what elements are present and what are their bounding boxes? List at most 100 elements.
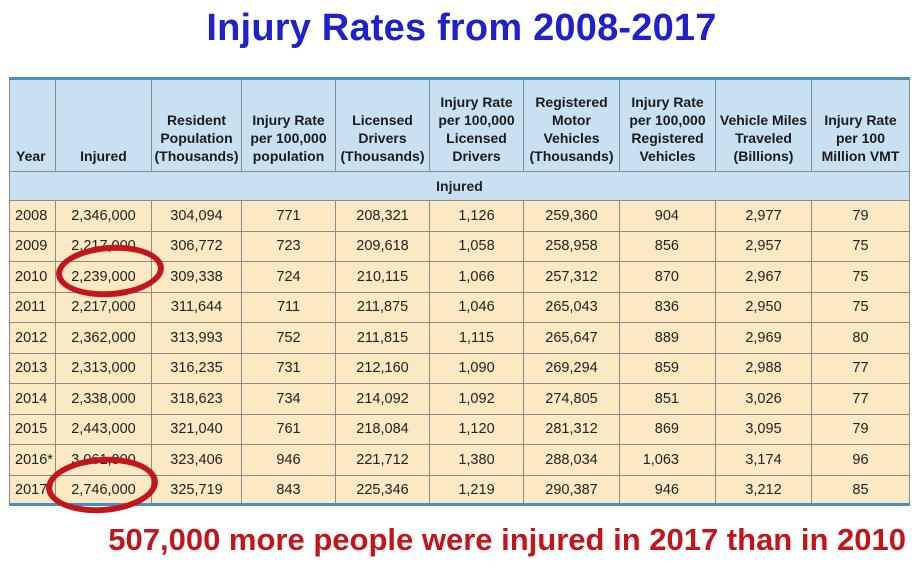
cell-vehicle-miles: 2,967 — [715, 261, 812, 293]
table-row: 2017* 2,746,000 325,719 843 225,346 1,219 290,… — [9, 474, 910, 506]
cell-rate-registered-vehicles: 889 — [619, 322, 716, 354]
cell-registered-vehicles: 265,043 — [523, 291, 620, 323]
cell-registered-vehicles: 258,958 — [523, 230, 620, 262]
cell-resident-population: 316,235 — [151, 352, 242, 384]
cell-vehicle-miles: 3,095 — [715, 413, 812, 445]
cell-vehicle-miles: 2,950 — [715, 291, 812, 323]
injury-rates-table-container: Year Injured Resident Population (Thousa… — [9, 77, 910, 506]
cell-licensed-drivers: 208,321 — [335, 200, 430, 232]
cell-vehicle-miles: 3,212 — [715, 474, 812, 506]
cell-rate-licensed-drivers: 1,219 — [429, 474, 524, 506]
cell-registered-vehicles: 265,647 — [523, 322, 620, 354]
table-row: 2011 2,217,000 311,644 711 211,875 1,046 265,0… — [9, 291, 910, 323]
cell-registered-vehicles: 290,387 — [523, 474, 620, 506]
cell-licensed-drivers: 211,875 — [335, 291, 430, 323]
cell-rate-registered-vehicles: 946 — [619, 474, 716, 506]
cell-rate-licensed-drivers: 1,126 — [429, 200, 524, 232]
cell-rate-vmt: 79 — [811, 200, 910, 232]
table-bottom-rule — [9, 503, 909, 506]
cell-rate-registered-vehicles: 869 — [619, 413, 716, 445]
cell-injured: 2,362,000 — [55, 322, 152, 354]
table-row: 2012 2,362,000 313,993 752 211,815 1,115 265,6… — [9, 322, 910, 354]
header-licensed-drivers: Licensed Drivers (Thousands) — [335, 77, 430, 172]
cell-resident-population: 323,406 — [151, 444, 242, 476]
cell-year: 2009 — [9, 230, 56, 262]
cell-registered-vehicles: 269,294 — [523, 352, 620, 384]
cell-licensed-drivers: 214,092 — [335, 383, 430, 415]
cell-vehicle-miles: 3,174 — [715, 444, 812, 476]
cell-rate-population: 734 — [241, 383, 336, 415]
cell-licensed-drivers: 211,815 — [335, 322, 430, 354]
cell-rate-population: 731 — [241, 352, 336, 384]
cell-registered-vehicles: 281,312 — [523, 413, 620, 445]
cell-injured: 2,443,000 — [55, 413, 152, 445]
cell-injured: 3,061,000 — [55, 444, 152, 476]
cell-resident-population: 306,772 — [151, 230, 242, 262]
cell-rate-population: 946 — [241, 444, 336, 476]
table-row: 2010 2,239,000 309,338 724 210,115 1,066 257,3… — [9, 261, 910, 293]
cell-year: 2016* — [9, 444, 56, 476]
cell-resident-population: 304,094 — [151, 200, 242, 232]
header-injured: Injured — [55, 77, 152, 172]
cell-vehicle-miles: 2,988 — [715, 352, 812, 384]
header-resident-population: Resident Population (Thousands) — [151, 77, 242, 172]
cell-rate-population: 771 — [241, 200, 336, 232]
cell-rate-vmt: 80 — [811, 322, 910, 354]
cell-rate-licensed-drivers: 1,120 — [429, 413, 524, 445]
cell-registered-vehicles: 288,034 — [523, 444, 620, 476]
cell-injured: 2,346,000 — [55, 200, 152, 232]
cell-injured: 2,338,000 — [55, 383, 152, 415]
cell-resident-population: 318,623 — [151, 383, 242, 415]
header-rate-population: Injury Rate per 100,000 population — [241, 77, 336, 172]
table-row: 2015 2,443,000 321,040 761 218,084 1,120 281,3… — [9, 413, 910, 445]
header-row: Year Injured Resident Population (Thousa… — [9, 77, 910, 172]
cell-rate-licensed-drivers: 1,115 — [429, 322, 524, 354]
cell-rate-population: 723 — [241, 230, 336, 262]
cell-year: 2012 — [9, 322, 56, 354]
cell-rate-vmt: 96 — [811, 444, 910, 476]
cell-licensed-drivers: 210,115 — [335, 261, 430, 293]
cell-injured: 2,746,000 — [55, 474, 152, 506]
cell-rate-population: 761 — [241, 413, 336, 445]
cell-rate-licensed-drivers: 1,380 — [429, 444, 524, 476]
cell-resident-population: 321,040 — [151, 413, 242, 445]
header-rate-registered-vehicles: Injury Rate per 100,000 Registered Vehic… — [619, 77, 716, 172]
cell-resident-population: 309,338 — [151, 261, 242, 293]
cell-rate-licensed-drivers: 1,090 — [429, 352, 524, 384]
table-row: 2008 2,346,000 304,094 771 208,321 1,126 259,3… — [9, 200, 910, 232]
cell-rate-vmt: 77 — [811, 383, 910, 415]
cell-resident-population: 313,993 — [151, 322, 242, 354]
cell-vehicle-miles: 2,977 — [715, 200, 812, 232]
cell-resident-population: 311,644 — [151, 291, 242, 323]
cell-rate-vmt: 75 — [811, 261, 910, 293]
cell-rate-vmt: 85 — [811, 474, 910, 506]
cell-rate-licensed-drivers: 1,058 — [429, 230, 524, 262]
header-year: Year — [9, 77, 56, 172]
cell-rate-registered-vehicles: 1,063 — [619, 444, 716, 476]
cell-rate-vmt: 79 — [811, 413, 910, 445]
cell-rate-licensed-drivers: 1,092 — [429, 383, 524, 415]
cell-year: 2015 — [9, 413, 56, 445]
cell-year: 2017* — [9, 474, 56, 506]
cell-registered-vehicles: 257,312 — [523, 261, 620, 293]
cell-rate-vmt: 77 — [811, 352, 910, 384]
page-title: Injury Rates from 2008-2017 — [206, 7, 717, 49]
cell-rate-licensed-drivers: 1,066 — [429, 261, 524, 293]
header-rate-licensed-drivers: Injury Rate per 100,000 Licensed Drivers — [429, 77, 524, 172]
cell-rate-population: 843 — [241, 474, 336, 506]
cell-rate-registered-vehicles: 904 — [619, 200, 716, 232]
table-row: 2009 2,217,000 306,772 723 209,618 1,058 258,9… — [9, 230, 910, 262]
header-rate-vmt: Injury Rate per 100 Million VMT — [811, 77, 910, 172]
cell-licensed-drivers: 218,084 — [335, 413, 430, 445]
cell-rate-registered-vehicles: 870 — [619, 261, 716, 293]
cell-rate-registered-vehicles: 859 — [619, 352, 716, 384]
cell-injured: 2,313,000 — [55, 352, 152, 384]
cell-rate-registered-vehicles: 851 — [619, 383, 716, 415]
cell-registered-vehicles: 259,360 — [523, 200, 620, 232]
cell-resident-population: 325,719 — [151, 474, 242, 506]
cell-rate-licensed-drivers: 1,046 — [429, 291, 524, 323]
cell-year: 2011 — [9, 291, 56, 323]
cell-year: 2014 — [9, 383, 56, 415]
cell-vehicle-miles: 2,957 — [715, 230, 812, 262]
cell-licensed-drivers: 209,618 — [335, 230, 430, 262]
